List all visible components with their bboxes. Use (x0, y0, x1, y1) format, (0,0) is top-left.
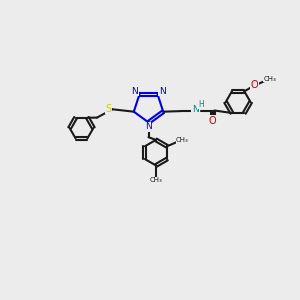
Text: CH₃: CH₃ (263, 76, 276, 82)
Text: O: O (208, 116, 216, 126)
Text: N: N (145, 122, 152, 131)
Text: N: N (159, 87, 165, 96)
Text: CH₃: CH₃ (176, 137, 189, 143)
Text: N: N (192, 105, 199, 114)
Text: O: O (251, 80, 259, 90)
Text: H: H (198, 100, 203, 109)
Text: CH₃: CH₃ (150, 177, 162, 183)
Text: N: N (132, 87, 138, 96)
Text: S: S (106, 104, 112, 114)
